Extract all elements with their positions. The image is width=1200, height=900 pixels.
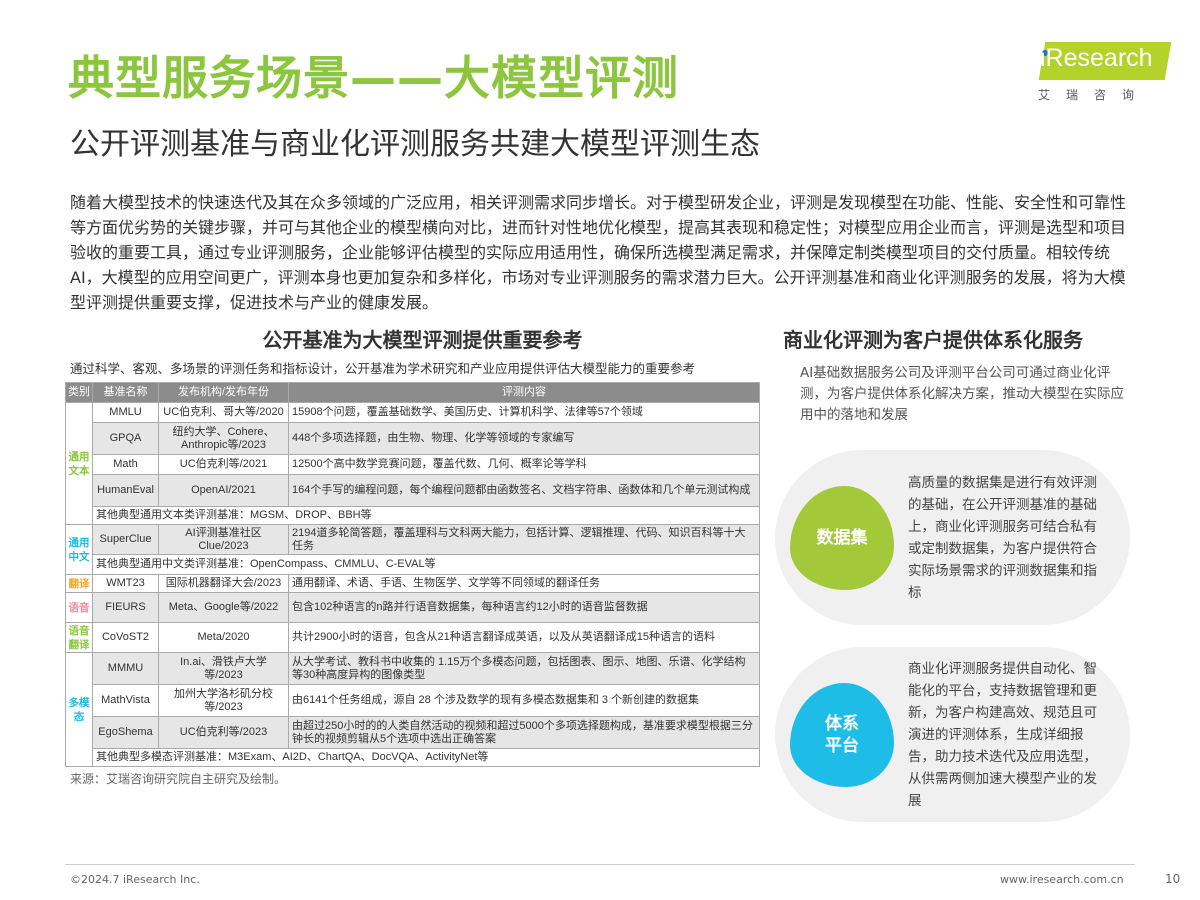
content-cell: 从大学考试、教科书中收集的 1.15万个多模态问题，包括图表、图示、地图、乐谱、… bbox=[288, 652, 760, 685]
dataset-text: 高质量的数据集是进行有效评测的基础，在公开评测基准的基础上，商业化评测服务可结合… bbox=[908, 474, 1097, 601]
header-name: 基准名称 bbox=[92, 382, 159, 403]
benchmark-name-cell: HumanEval bbox=[92, 474, 159, 507]
other-benchmarks-cell: 其他典型多模态评测基准：M3Exam、AI2D、ChartQA、DocVQA、A… bbox=[92, 748, 760, 767]
benchmark-name-cell: CoVoST2 bbox=[92, 622, 159, 653]
right-description: AI基础数据服务公司及评测平台公司可通过商业化评测，为客户提供体系化解决方案，推… bbox=[800, 365, 1124, 423]
benchmark-table: 类别 基准名称 发布机构/发布年份 评测内容 通用文本 MMLU UC伯克利、哥大等… bbox=[65, 382, 760, 767]
publisher-cell: 纽约大学、Cohere、Anthropic等/2023 bbox=[158, 422, 289, 455]
content-cell: 包含102种语言的n路并行语音数据集，每种语言约12小时的语音监督数据 bbox=[288, 592, 760, 623]
publisher-cell: 加州大学洛杉矶分校等/2023 bbox=[158, 684, 289, 717]
table-header: 类别 基准名称 发布机构/发布年份 评测内容 bbox=[65, 382, 760, 403]
footer-divider bbox=[65, 864, 1135, 865]
main-content: 随着大模型技术的快速迭代及其在众多领域的广泛应用，相关评测需求同步增长。对于模型… bbox=[65, 190, 1145, 822]
dataset-badge: 数据集 bbox=[790, 485, 894, 590]
source-note: 来源：艾瑞咨询研究院自主研究及绘制。 bbox=[70, 772, 287, 786]
benchmark-name-cell: GPQA bbox=[92, 422, 159, 455]
other-benchmarks-cell: 其他典型通用文本类评测基准：MGSM、DROP、BBH等 bbox=[92, 506, 760, 525]
category-cell: 通用中文 bbox=[65, 524, 93, 575]
category-cell: 通用文本 bbox=[65, 402, 93, 525]
iresearch-logo: iResearch 艾瑞咨询 bbox=[1030, 38, 1172, 108]
category-cell: 多模态 bbox=[65, 652, 93, 767]
other-benchmarks-cell: 其他典型通用中文类评测基准：OpenCompass、CMMLU、C-EVAL等 bbox=[92, 554, 760, 575]
content-cell: 448个多项选择题，由生物、物理、化学等领域的专家编写 bbox=[288, 422, 760, 455]
benchmark-name-cell: Math bbox=[92, 454, 159, 475]
table-row: Math UC伯克利等/2021 12500个高中数学竞赛问题，覆盖代数、几何、概率… bbox=[66, 454, 760, 475]
content-cell: 164个手写的编程问题，每个编程问题都由函数签名、文档字符串、函数体和几个单元测… bbox=[288, 474, 760, 507]
publisher-cell: Meta、Google等/2022 bbox=[158, 592, 289, 623]
benchmark-name-cell: MMMU bbox=[92, 652, 159, 685]
table-row: 语音翻译 CoVoST2 Meta/2020 共计2900小时的语音，包含从21种语言… bbox=[65, 622, 760, 653]
benchmark-name-cell: SuperClue bbox=[92, 524, 159, 555]
publisher-cell: UC伯克利、哥大等/2020 bbox=[158, 402, 289, 423]
table-row-other: 其他典型多模态评测基准：M3Exam、AI2D、ChartQA、DocVQA、A… bbox=[66, 748, 760, 767]
publisher-cell: UC伯克利等/2023 bbox=[158, 716, 289, 749]
logo-text: iResearch bbox=[1040, 44, 1153, 72]
publisher-cell: UC伯克利等/2021 bbox=[158, 454, 289, 475]
content-cell: 2194道多轮简答题，覆盖理科与文科两大能力，包括计算、逻辑推理、代码、知识百科… bbox=[288, 524, 760, 555]
content-cell: 由6141个任务组成，源自 28 个涉及数学的现有多模态数据集和 3 个新创建的… bbox=[288, 684, 760, 717]
platform-card: 体系 平台 商业化评测服务提供自动化、智能化的平台，支持数据管理和更新，为客户构… bbox=[775, 647, 1130, 822]
platform-text: 商业化评测服务提供自动化、智能化的平台，支持数据管理和更新，为客户构建高效、规范… bbox=[908, 660, 1097, 809]
publisher-cell: OpenAI/2021 bbox=[158, 474, 289, 507]
category-cell: 语音翻译 bbox=[65, 622, 93, 653]
header-content: 评测内容 bbox=[288, 382, 760, 403]
table-row: 语音 FIEURS Meta、Google等/2022 包含102种语言的n路并行语音… bbox=[65, 592, 760, 623]
publisher-cell: 国际机器翻译大会/2023 bbox=[158, 574, 289, 593]
table-row: HumanEval OpenAI/2021 164个手写的编程问题，每个编程问题都由… bbox=[66, 474, 760, 507]
page-number: 10 bbox=[1165, 872, 1181, 886]
table-row: 通用中文 SuperClue AI评测基准社区Clue/2023 2194道多轮简答题… bbox=[65, 524, 760, 575]
logo-cn: 艾瑞咨询 bbox=[1038, 88, 1151, 102]
table-row-other: 其他典型通用中文类评测基准：OpenCompass、CMMLU、C-EVAL等 bbox=[66, 554, 760, 575]
platform-badge: 体系 平台 bbox=[790, 682, 894, 787]
benchmark-name-cell: MMLU bbox=[92, 402, 159, 423]
benchmark-name-cell: MathVista bbox=[92, 684, 159, 717]
publisher-cell: AI评测基准社区Clue/2023 bbox=[158, 524, 289, 555]
page-subtitle: 公开评测基准与商业化评测服务共建大模型评测生态 bbox=[70, 127, 760, 162]
benchmark-name-cell: WMT23 bbox=[92, 574, 159, 593]
category-cell: 语音 bbox=[65, 592, 93, 623]
content-cell: 由超过250小时的的人类自然活动的视频和超过5000个多项选择题构成，基准要求模… bbox=[288, 716, 760, 749]
dataset-card: 数据集 高质量的数据集是进行有效评测的基础，在公开评测基准的基础上，商业化评测服… bbox=[775, 450, 1130, 625]
content-cell: 通用翻译、术语、手语、生物医学、文学等不同领域的翻译任务 bbox=[288, 574, 760, 593]
table-row: 翻译 WMT23 国际机器翻译大会/2023 通用翻译、术语、手语、生物医学、文学等不… bbox=[65, 574, 760, 593]
page-title: 典型服务场景——大模型评测 bbox=[68, 51, 679, 105]
content-cell: 共计2900小时的语音，包含从21种语言翻译成英语，以及从英语翻译成15种语言的… bbox=[288, 622, 760, 653]
table-row-other: 其他典型通用文本类评测基准：MGSM、DROP、BBH等 bbox=[66, 506, 760, 525]
commercial-evaluation-section: 商业化评测为客户提供体系化服务 AI基础数据服务公司及评测平台公司可通过商业化评… bbox=[775, 327, 1135, 822]
public-benchmarks-section: 公开基准为大模型评测提供重要参考 通过科学、客观、多场景的评测任务和指标设计，公… bbox=[65, 327, 760, 822]
intro-paragraph: 随着大模型技术的快速迭代及其在众多领域的广泛应用，相关评测需求同步增长。对于模型… bbox=[70, 193, 1127, 312]
left-description: 通过科学、客观、多场景的评测任务和指标设计，公开基准为学术研究和产业应用提供评估… bbox=[70, 361, 696, 376]
table-row: MathVista 加州大学洛杉矶分校等/2023 由6141个任务组成，源自 28… bbox=[66, 684, 760, 717]
header-category: 类别 bbox=[65, 382, 93, 403]
benchmark-name-cell: FIEURS bbox=[92, 592, 159, 623]
category-cell: 翻译 bbox=[65, 574, 93, 593]
table-row: EgoShema UC伯克利等/2023 由超过250小时的的人类自然活动的视频和超… bbox=[66, 716, 760, 749]
table-row: 多模态 MMMU In.ai、滑铁卢大学等/2023 从大学考试、教科书中收集的 1.… bbox=[65, 652, 760, 767]
publisher-cell: In.ai、滑铁卢大学等/2023 bbox=[158, 652, 289, 685]
table-row: GPQA 纽约大学、Cohere、Anthropic等/2023 448个多项选择题… bbox=[66, 422, 760, 455]
right-heading: 商业化评测为客户提供体系化服务 bbox=[783, 328, 1083, 352]
header-org: 发布机构/发布年份 bbox=[158, 382, 289, 403]
left-heading: 公开基准为大模型评测提供重要参考 bbox=[262, 328, 583, 352]
publisher-cell: Meta/2020 bbox=[158, 622, 289, 653]
website-link[interactable]: www.iresearch.com.cn bbox=[1000, 873, 1124, 886]
table-row: 通用文本 MMLU UC伯克利、哥大等/2020 15908个问题，覆盖基础数学、美国… bbox=[65, 402, 760, 525]
content-cell: 15908个问题，覆盖基础数学、美国历史、计算机科学、法律等57个领域 bbox=[288, 402, 760, 423]
content-cell: 12500个高中数学竞赛问题，覆盖代数、几何、概率论等学科 bbox=[288, 454, 760, 475]
benchmark-name-cell: EgoShema bbox=[92, 716, 159, 749]
copyright: ©2024.7 iResearch Inc. bbox=[70, 873, 200, 886]
